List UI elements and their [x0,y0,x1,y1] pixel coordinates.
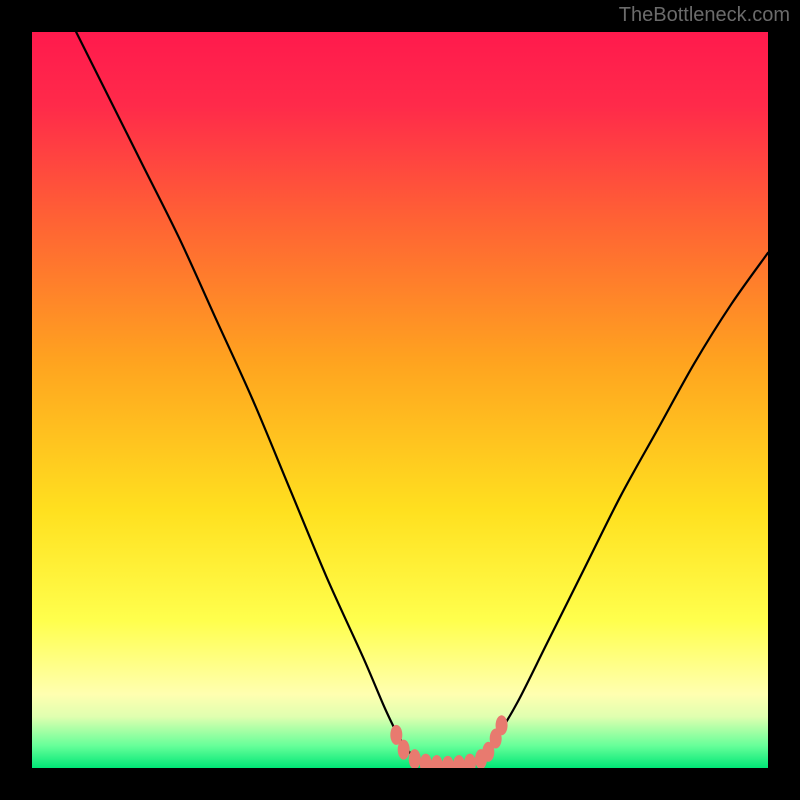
watermark-text: TheBottleneck.com [619,4,790,27]
frame-border-left [0,0,32,800]
optimal-marker [398,740,410,760]
frame-border-bottom [0,768,800,800]
bottleneck-chart [0,0,800,800]
frame-border-right [768,0,800,800]
optimal-marker [496,715,508,735]
optimal-marker [409,749,421,769]
plot-background [32,32,768,768]
